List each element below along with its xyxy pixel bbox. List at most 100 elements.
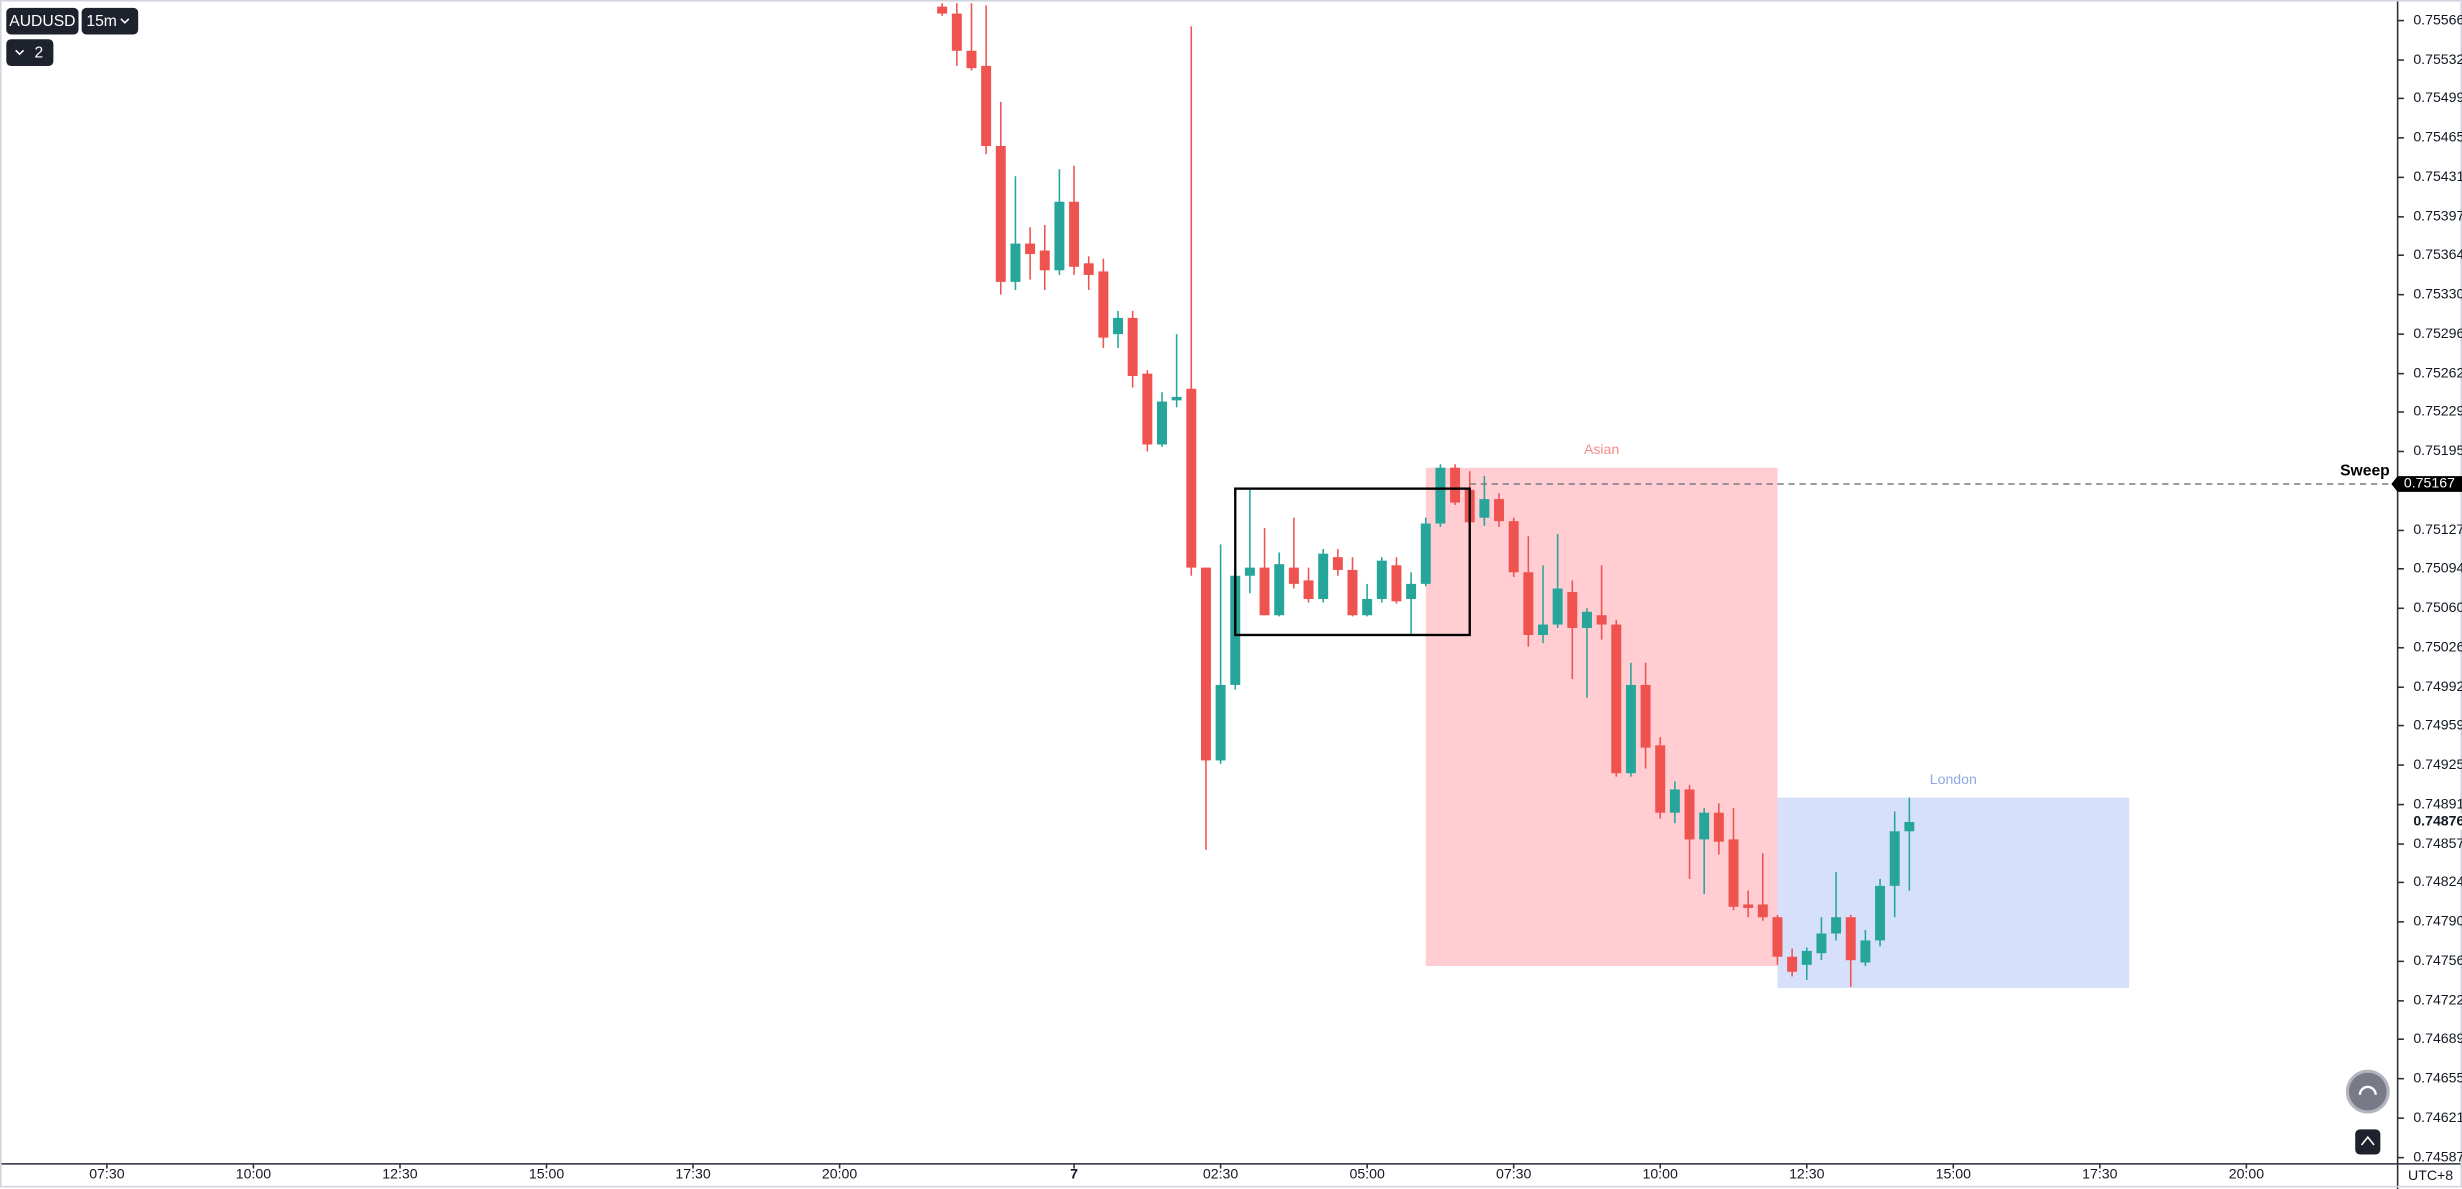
y-tick-label: 0.74959 [2413, 716, 2462, 732]
y-tick-label: 0.75262 [2413, 364, 2462, 380]
candle-body [951, 13, 962, 51]
x-tick-label: 17:30 [2082, 1166, 2117, 1182]
candle-body [1699, 812, 1710, 840]
candle-body [1171, 396, 1182, 401]
candle-body [1362, 598, 1373, 616]
x-tick-label: 07:30 [1496, 1166, 1531, 1182]
session-zone [1777, 797, 2130, 989]
candle-body [1083, 263, 1094, 275]
candle-body [1391, 565, 1402, 602]
candle-body [1010, 243, 1021, 282]
axes: 0.75566 0.75532 0.75499 0.75465 0.75431 0.753… [89, 11, 2462, 1182]
x-tick-label: 20:00 [822, 1166, 857, 1182]
session-label: Asian [1584, 441, 1619, 457]
candle-body [1318, 553, 1329, 599]
y-tick-label: 0.74689 [2413, 1030, 2462, 1046]
y-tick-label: 0.74925 [2413, 756, 2462, 772]
candle-body [1713, 812, 1724, 842]
candle-body [1142, 373, 1153, 445]
chevron [15, 49, 25, 56]
candle-body [1069, 201, 1080, 267]
candle-body [1494, 499, 1505, 522]
chevron [120, 18, 130, 24]
indicator-toggle[interactable] [6, 39, 54, 66]
candle-body [1244, 567, 1255, 576]
candle-body [1420, 523, 1431, 584]
auto-scale-icon [2360, 1135, 2375, 1146]
candle-body [1581, 611, 1592, 629]
candle-body [1303, 580, 1314, 599]
candle-body [1098, 271, 1109, 338]
y-tick-label: 0.75195 [2413, 442, 2462, 458]
current-price-label: 0.74876 [2413, 813, 2462, 829]
candle-body [1904, 821, 1915, 832]
x-tick-label: 12:30 [382, 1166, 417, 1182]
y-tick-label: 0.75532 [2413, 51, 2462, 67]
y-tick-label: 0.75127 [2413, 521, 2462, 537]
symbol: AUDUSD [9, 13, 75, 30]
y-tick-label: 0.74655 [2413, 1069, 2462, 1085]
candle-body [1860, 940, 1871, 963]
candle-body [1567, 592, 1578, 629]
y-tick-label: 0.75296 [2413, 325, 2462, 341]
candle-body [1523, 572, 1534, 635]
x-tick-label: 15:00 [1936, 1166, 1971, 1182]
y-tick-label: 0.74824 [2413, 873, 2462, 889]
candle-body [1831, 917, 1842, 934]
x-tick-label: 10:00 [1643, 1166, 1678, 1182]
candle-body [1113, 317, 1124, 335]
auto-scale-button[interactable] [2355, 1129, 2381, 1155]
candle-body [1757, 904, 1768, 918]
candle-body [937, 6, 948, 14]
candle-body [1611, 624, 1622, 774]
candle-body [1200, 567, 1211, 761]
replay-button[interactable] [2345, 1069, 2390, 1114]
y-tick-label: 0.75397 [2413, 208, 2462, 224]
y-tick-label: 0.74891 [2413, 795, 2462, 811]
candle-body [995, 146, 1006, 282]
candle-body [1332, 557, 1343, 570]
y-tick-label: 0.75026 [2413, 638, 2462, 654]
symbol-badge[interactable] [6, 7, 79, 35]
candle-body [1875, 885, 1886, 941]
y-tick-label: 0.74790 [2413, 913, 2462, 929]
candle-body [1259, 567, 1270, 616]
range-box [1234, 487, 1471, 637]
candle-body [1625, 684, 1636, 774]
x-tick-label: 05:00 [1349, 1166, 1384, 1182]
x-tick-label: 15:00 [529, 1166, 564, 1182]
candle-body [1157, 401, 1167, 445]
y-tick-label: 0.74722 [2413, 992, 2462, 1008]
sweep-price-label: 0.75167 [2404, 475, 2455, 491]
candle-body [1538, 624, 1548, 635]
y-tick-label: 0.74756 [2413, 952, 2462, 968]
timezone: UTC+8 [2408, 1167, 2453, 1183]
candle-body [1288, 567, 1299, 584]
y-tick-label: 0.75094 [2413, 560, 2462, 576]
y-tick-label: 0.75566 [2413, 11, 2462, 27]
indicator-count: 2 [35, 45, 44, 62]
candle-body [1054, 201, 1065, 271]
y-tick-label: 0.75330 [2413, 285, 2462, 301]
candle-body [1845, 917, 1856, 961]
y-tick-label: 0.74992 [2413, 678, 2462, 694]
y-tick-label: 0.74587 [2413, 1148, 2462, 1164]
sweep-label: Sweep [2340, 463, 2390, 480]
session-label: London [1930, 771, 1977, 787]
y-tick-label: 0.75229 [2413, 403, 2462, 419]
candle-body [1274, 564, 1285, 616]
sweep-price-tag [2391, 476, 2462, 492]
candle-body [1684, 789, 1695, 840]
candle-body [1435, 467, 1446, 524]
candle-body [1215, 684, 1226, 761]
candle-body [1655, 745, 1666, 813]
y-tick-label: 0.75364 [2413, 246, 2462, 262]
candle-body [1552, 588, 1563, 625]
candle-body [1186, 388, 1197, 568]
candle-body [1787, 956, 1798, 972]
symbol-bar: AUDUSD 15m 2 [6, 7, 139, 66]
x-tick-label: 12:30 [1789, 1166, 1824, 1182]
interval-badge[interactable] [81, 7, 139, 35]
zones: Asian London [1425, 441, 2130, 989]
